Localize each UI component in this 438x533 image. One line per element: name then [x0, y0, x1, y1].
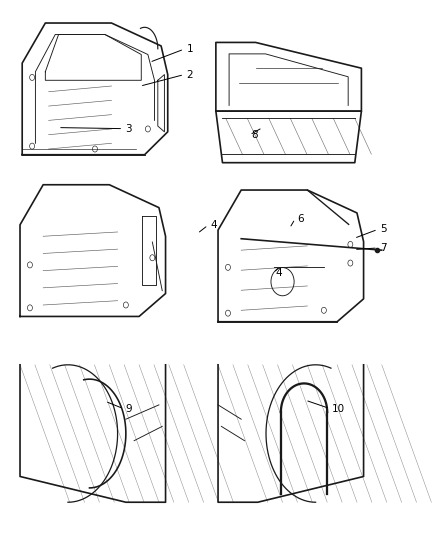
Text: 6: 6 — [297, 214, 304, 224]
Text: 5: 5 — [380, 224, 387, 235]
Text: 8: 8 — [252, 130, 258, 140]
Text: 7: 7 — [380, 243, 387, 253]
Text: 10: 10 — [332, 403, 345, 414]
Text: 4: 4 — [210, 220, 217, 230]
Text: 2: 2 — [186, 70, 193, 79]
Text: 1: 1 — [186, 44, 193, 54]
Text: 3: 3 — [125, 124, 132, 134]
Text: 9: 9 — [125, 403, 132, 414]
Text: 4: 4 — [276, 268, 282, 278]
